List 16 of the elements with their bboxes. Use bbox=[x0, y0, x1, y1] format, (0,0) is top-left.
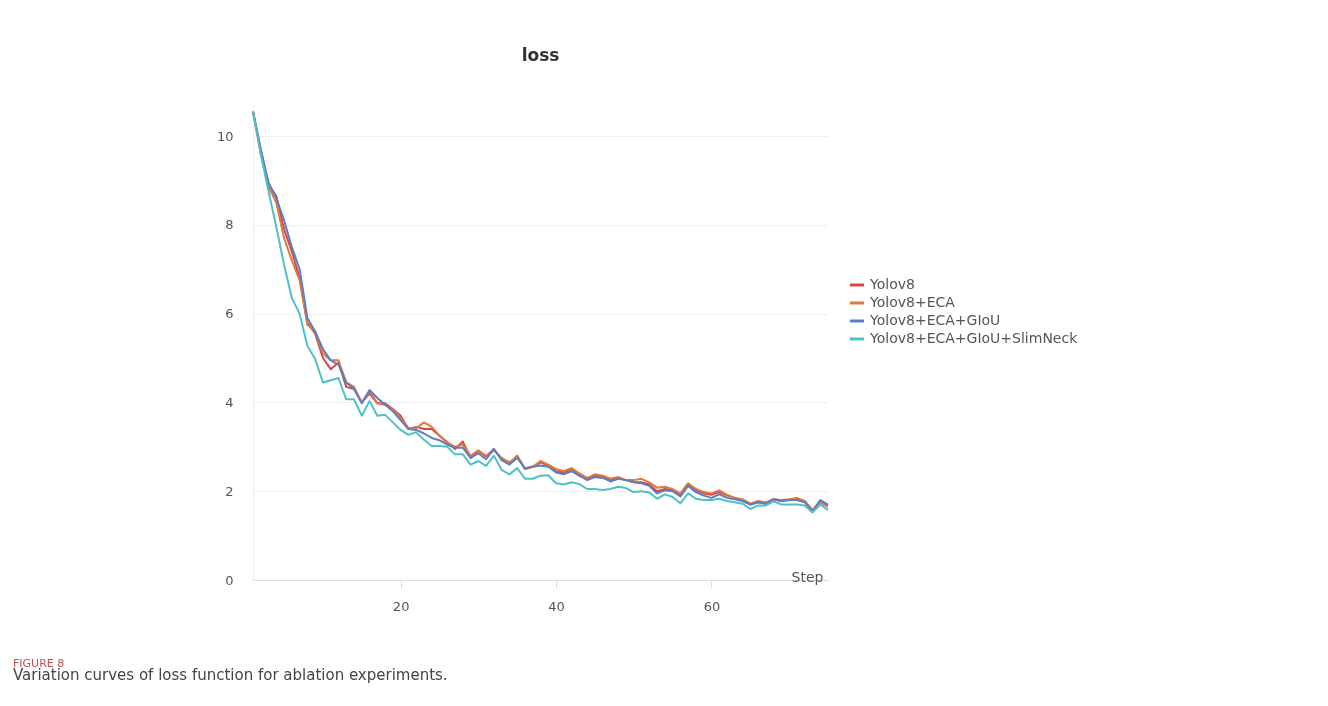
text: Variation curves of loss function for ablation experiments. bbox=[13, 666, 448, 685]
x-tick-label: 20 bbox=[392, 598, 410, 614]
x-axis-title: Step bbox=[791, 568, 824, 585]
chart-title: loss bbox=[521, 45, 560, 65]
y-tick-label: 0 bbox=[225, 572, 234, 588]
legend-label: Yolov8+ECA bbox=[869, 294, 956, 310]
legend-label: Yolov8+ECA+GIoU+SlimNeck bbox=[869, 330, 1079, 346]
legend-label: Yolov8+ECA+GIoU bbox=[869, 312, 1001, 328]
y-tick-label: 4 bbox=[225, 394, 234, 410]
legend-label: Yolov8 bbox=[869, 276, 915, 292]
y-tick-label: 10 bbox=[216, 128, 234, 144]
y-tick-label: 6 bbox=[225, 306, 234, 322]
x-tick-label: 40 bbox=[548, 598, 565, 614]
y-tick-label: 2 bbox=[225, 483, 234, 499]
x-tick-label: 60 bbox=[703, 598, 721, 614]
y-tick-label: 8 bbox=[225, 217, 234, 233]
